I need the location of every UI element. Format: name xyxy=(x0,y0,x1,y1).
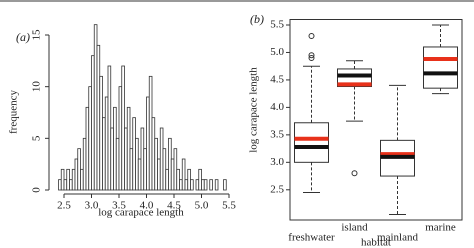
y-tick-label: 4.5 xyxy=(270,73,284,85)
bar xyxy=(162,148,167,191)
outlier xyxy=(351,170,358,177)
bar xyxy=(124,127,128,191)
bar xyxy=(104,96,109,191)
box xyxy=(423,46,458,89)
x-axis-label: log carapace length xyxy=(98,207,184,219)
bar xyxy=(179,179,183,191)
panel-a-title: (a) xyxy=(16,30,30,44)
y-tick-label: 5.0 xyxy=(270,46,284,58)
bar xyxy=(135,137,139,191)
x-tick-label: 3.0 xyxy=(85,200,99,212)
bar xyxy=(146,96,150,191)
x-tick-label: island xyxy=(341,222,368,234)
bar xyxy=(154,137,158,191)
box xyxy=(294,122,329,163)
outlier xyxy=(308,52,315,59)
y-axis-label: log carapace length xyxy=(248,67,260,153)
y-tick-label: 5.5 xyxy=(270,19,284,31)
bar xyxy=(85,106,90,191)
bar xyxy=(168,137,172,191)
bar xyxy=(198,168,202,191)
y-tick-label: 0 xyxy=(31,187,43,193)
bar xyxy=(165,168,169,191)
bar xyxy=(140,127,145,191)
bar xyxy=(115,137,120,191)
x-tick-label: 3.5 xyxy=(112,200,126,212)
bar xyxy=(203,179,208,191)
y-tick-label: 10 xyxy=(31,81,43,93)
bar xyxy=(74,158,79,191)
x-tick-label: mainland xyxy=(377,232,418,244)
box xyxy=(337,68,372,88)
bar xyxy=(129,148,134,191)
bar xyxy=(121,65,125,191)
bar xyxy=(93,24,98,191)
bar xyxy=(96,44,101,191)
bar xyxy=(58,179,62,191)
bar xyxy=(118,86,123,191)
bar xyxy=(71,168,76,191)
outlier xyxy=(308,32,315,39)
bar xyxy=(107,65,112,191)
outlier xyxy=(308,54,315,61)
x-axis-label: habitat xyxy=(361,237,391,248)
x-tick-label: 5.5 xyxy=(222,200,236,212)
y-tick-label: 3.0 xyxy=(270,156,284,168)
bar xyxy=(102,117,106,191)
y-tick-label: 4.0 xyxy=(270,101,284,113)
bar xyxy=(132,117,136,191)
bar xyxy=(201,179,205,191)
bar xyxy=(157,158,161,191)
bar xyxy=(99,75,103,191)
bar xyxy=(143,148,147,191)
x-tick-label: 2.5 xyxy=(57,200,71,212)
y-tick-label: 3.5 xyxy=(270,128,284,140)
bar xyxy=(176,168,180,191)
x-tick-label: 4.5 xyxy=(167,200,181,212)
bar xyxy=(69,179,73,191)
bar xyxy=(113,106,117,191)
x-tick-label: marine xyxy=(425,222,456,234)
bar xyxy=(91,55,95,191)
bar xyxy=(148,75,153,191)
bar xyxy=(187,168,191,191)
bar xyxy=(88,86,92,191)
y-tick-label: 5 xyxy=(31,135,43,141)
panel-b-title: (b) xyxy=(250,12,264,26)
bar xyxy=(151,117,156,191)
bar xyxy=(126,106,131,191)
x-tick-label: 5.0 xyxy=(195,200,209,212)
bar xyxy=(173,148,178,191)
bar xyxy=(223,179,227,191)
bar xyxy=(184,179,189,191)
bar xyxy=(209,179,213,191)
bar xyxy=(63,179,68,191)
y-tick-label: 15 xyxy=(31,29,43,41)
bar xyxy=(181,158,186,191)
x-tick-label: freshwater xyxy=(288,232,335,244)
x-tick-label: 4.0 xyxy=(140,200,154,212)
bar xyxy=(159,127,164,191)
bar xyxy=(82,137,87,191)
bar xyxy=(137,158,142,191)
plot-frame xyxy=(289,19,463,221)
y-tick-label: 2.5 xyxy=(270,183,284,195)
bar xyxy=(60,168,65,191)
bar xyxy=(195,179,200,191)
bar xyxy=(77,148,81,191)
y-axis-label: frequency xyxy=(8,90,20,134)
bar xyxy=(170,158,175,191)
bar xyxy=(190,179,194,191)
bar xyxy=(66,168,70,191)
bar xyxy=(110,127,114,191)
bar xyxy=(214,179,219,191)
bar xyxy=(80,168,84,191)
